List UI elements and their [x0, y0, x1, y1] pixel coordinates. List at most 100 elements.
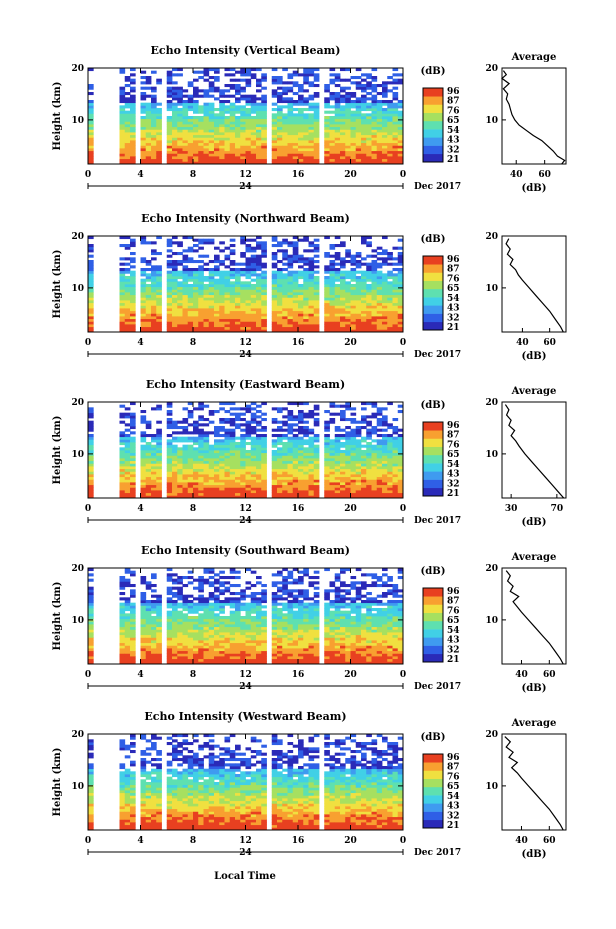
heatmap-cell — [88, 439, 94, 443]
heatmap-cell — [145, 260, 152, 264]
heatmap-cell — [208, 468, 215, 472]
heatmap-cell — [130, 278, 136, 282]
heatmap-cell — [182, 420, 189, 424]
heatmap-cell — [214, 482, 220, 486]
heatmap-cell — [287, 316, 294, 320]
heatmap-cell — [119, 484, 126, 488]
heatmap-cell — [119, 268, 126, 272]
heatmap-cell — [308, 324, 315, 328]
heatmap-cell — [198, 653, 204, 657]
heatmap-cell — [303, 97, 309, 101]
heatmap-cell — [371, 450, 378, 454]
colorbar-segment — [423, 153, 443, 163]
heatmap-cell — [324, 252, 330, 256]
heatmap-cell — [124, 321, 131, 325]
heatmap-cell — [282, 436, 288, 440]
heatmap-cell — [287, 121, 294, 125]
heatmap-cell — [214, 324, 220, 328]
heatmap-cell — [397, 490, 404, 494]
heatmap-cell — [355, 76, 362, 80]
heatmap-cell — [277, 281, 283, 285]
heatmap-cell — [187, 300, 194, 304]
heatmap-cell — [187, 126, 194, 130]
heatmap-cell — [214, 487, 220, 491]
heatmap-cell — [371, 286, 378, 290]
heatmap-cell — [203, 268, 210, 272]
heatmap-cell — [334, 102, 341, 106]
heatmap-cell — [240, 490, 246, 494]
heatmap-cell — [166, 276, 173, 280]
heatmap-cell — [177, 121, 183, 125]
heatmap-cell — [261, 246, 267, 250]
heatmap-cell — [334, 466, 341, 470]
heatmap-cell — [271, 150, 278, 154]
heatmap-cell — [303, 324, 309, 328]
heatmap-cell — [177, 634, 183, 638]
heatmap-cell — [371, 84, 378, 88]
heatmap-cell — [88, 316, 94, 320]
heatmap-cell — [261, 262, 267, 266]
heatmap-cell — [261, 126, 267, 130]
average-title: Average — [511, 386, 557, 397]
heatmap-cell — [193, 249, 199, 253]
heatmap-cell — [198, 156, 204, 160]
heatmap-cell — [382, 308, 388, 312]
heatmap-cell — [229, 94, 236, 98]
heatmap-cell — [193, 126, 199, 130]
heatmap-cell — [324, 436, 330, 440]
heatmap-cell — [124, 484, 131, 488]
heatmap-cell — [345, 297, 351, 301]
heatmap-cell — [256, 148, 262, 152]
heatmap-cell — [177, 492, 183, 496]
heatmap-cell — [271, 428, 278, 432]
heatmap-cell — [282, 105, 288, 109]
heatmap-cell — [277, 321, 283, 325]
heatmap-cell — [387, 439, 393, 443]
heatmap-cell — [376, 132, 383, 136]
heatmap-cell — [245, 316, 252, 320]
heatmap-cell — [182, 108, 189, 112]
heatmap-cell — [214, 460, 220, 464]
heatmap-cell — [203, 324, 210, 328]
heatmap-cell — [303, 452, 309, 456]
heatmap-cell — [340, 466, 346, 470]
heatmap-cell — [172, 145, 178, 149]
heatmap-cell — [208, 68, 215, 72]
heatmap-cell — [298, 273, 304, 277]
heatmap-cell — [256, 260, 262, 264]
heatmap-cell — [166, 73, 173, 77]
heatmap-cell — [256, 153, 262, 157]
heatmap-cell — [182, 637, 189, 641]
heatmap-cell — [119, 404, 126, 408]
heatmap-cell — [277, 439, 283, 443]
heatmap-cell — [208, 318, 215, 322]
heatmap-cell — [329, 442, 336, 446]
heatmap-cell — [308, 442, 315, 446]
heatmap-cell — [172, 439, 178, 443]
heatmap-cell — [130, 431, 136, 435]
heatmap-cell — [198, 318, 204, 322]
heatmap-cell — [371, 262, 378, 266]
heatmap-cell — [355, 490, 362, 494]
heatmap-cell — [219, 129, 225, 133]
heatmap-cell — [292, 308, 299, 312]
heatmap-cell — [350, 92, 357, 96]
heatmap-cell — [324, 444, 330, 448]
heatmap-cell — [172, 150, 178, 154]
heatmap-cell — [182, 110, 189, 114]
heatmap-cell — [130, 642, 136, 646]
heatmap-cell — [229, 129, 236, 133]
heatmap-cell — [292, 455, 299, 459]
colorbar-frame — [422, 87, 444, 163]
heatmap-cell — [261, 241, 267, 245]
heatmap-cell — [177, 260, 183, 264]
heatmap-cell — [261, 452, 267, 456]
heatmap-cell — [182, 278, 189, 282]
heatmap-cell — [366, 134, 372, 138]
heatmap-cell — [130, 648, 136, 652]
heatmap-cell — [345, 326, 351, 330]
heatmap-cell — [172, 81, 178, 85]
average-x-tick-label: 70 — [551, 504, 564, 514]
heatmap-cell — [145, 460, 152, 464]
heatmap-cell — [224, 257, 231, 261]
